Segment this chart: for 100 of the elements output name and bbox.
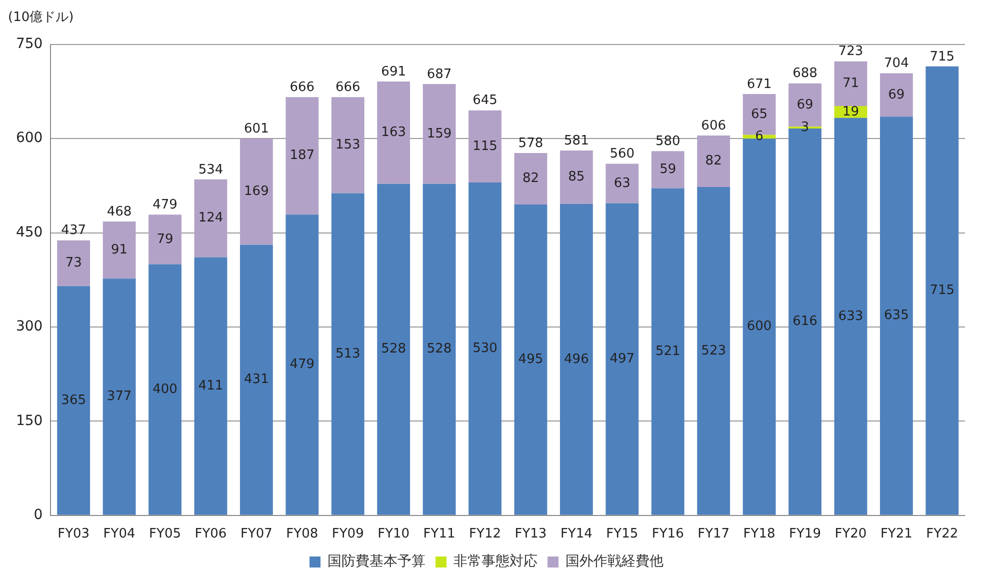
bar	[697, 135, 730, 187]
data-label: 169	[244, 184, 269, 200]
y-tick-label: 300	[16, 318, 43, 335]
bar	[286, 97, 319, 215]
bar	[651, 188, 684, 515]
data-label: 124	[198, 210, 224, 226]
data-label: 163	[381, 125, 406, 140]
data-label: 513	[335, 346, 360, 362]
data-label: 79	[156, 232, 174, 247]
data-label: 479	[290, 357, 315, 372]
bar	[422, 184, 456, 515]
bar	[468, 110, 502, 183]
total-label: 534	[198, 162, 224, 178]
bar	[697, 186, 730, 515]
bar	[331, 193, 364, 515]
total-label: 606	[701, 118, 726, 134]
total-label: 479	[152, 197, 178, 212]
x-tick-label: FY03	[58, 526, 90, 542]
data-label: 82	[705, 154, 722, 169]
bar	[606, 164, 639, 204]
data-label: 153	[335, 138, 360, 153]
data-label: 497	[610, 351, 635, 366]
data-label: 431	[244, 372, 269, 388]
data-label: 73	[65, 256, 82, 271]
data-label: 377	[106, 389, 132, 404]
x-tick-label: FY06	[194, 526, 227, 542]
data-label: 19	[842, 104, 859, 120]
bar	[468, 182, 502, 515]
total-label: 578	[518, 136, 544, 151]
x-tick-label: FY08	[286, 526, 318, 542]
bar	[194, 257, 228, 515]
data-label: 528	[381, 342, 406, 357]
data-label: 65	[751, 106, 768, 122]
x-tick-label: FY09	[332, 526, 364, 542]
bar	[148, 264, 182, 515]
bar	[560, 150, 593, 204]
x-tick-label: FY05	[149, 526, 181, 542]
data-label: 600	[746, 319, 772, 334]
bar	[377, 184, 410, 515]
x-tick-label: FY16	[652, 526, 684, 542]
bar	[286, 214, 319, 515]
data-label: 85	[568, 170, 585, 185]
y-tick-label: 0	[34, 507, 43, 524]
bar	[834, 61, 868, 106]
total-label: 645	[472, 93, 498, 108]
total-label: 437	[61, 223, 86, 238]
x-tick-label: FY11	[423, 526, 456, 542]
total-label: 671	[746, 76, 772, 92]
y-tick-label: 750	[16, 36, 43, 52]
x-tick-label: FY19	[789, 526, 821, 542]
total-label: 666	[335, 80, 360, 96]
data-label: 715	[930, 283, 955, 298]
data-label: 3	[800, 120, 810, 135]
data-label: 496	[564, 352, 589, 367]
data-label: 365	[61, 392, 86, 408]
total-label: 688	[792, 66, 818, 82]
bar	[148, 214, 182, 264]
total-label: 581	[564, 133, 589, 148]
data-label: 71	[842, 76, 859, 92]
total-label: 704	[884, 56, 909, 72]
bar	[606, 203, 639, 515]
bar	[880, 73, 913, 117]
y-tick-label: 150	[16, 412, 43, 429]
x-tick-label: FY14	[560, 526, 592, 542]
total-label: 691	[381, 64, 406, 80]
bar	[102, 278, 136, 515]
x-tick-label: FY20	[834, 526, 867, 542]
bar	[651, 151, 684, 188]
bar	[240, 244, 273, 515]
data-label: 635	[884, 308, 909, 324]
data-label: 63	[614, 176, 630, 191]
data-label: 115	[472, 138, 498, 154]
data-label: 495	[518, 352, 544, 368]
data-label: 411	[198, 378, 224, 394]
x-tick-label: FY22	[926, 526, 958, 542]
bar	[514, 204, 548, 515]
bar	[331, 97, 364, 194]
data-label: 69	[796, 97, 814, 112]
bar	[57, 286, 90, 515]
x-tick-label: FY13	[514, 526, 547, 542]
bar	[194, 179, 228, 258]
bar	[240, 138, 273, 245]
bar	[57, 240, 90, 286]
data-label: 91	[111, 242, 128, 258]
x-tick-label: FY21	[880, 526, 912, 542]
total-label: 580	[655, 134, 680, 150]
bar	[102, 221, 136, 279]
bar	[926, 66, 959, 515]
data-label: 69	[888, 87, 905, 102]
total-label: 560	[610, 146, 635, 162]
data-label: 633	[838, 308, 864, 324]
data-label: 400	[152, 382, 178, 397]
data-label: 528	[426, 342, 452, 357]
data-label: 530	[472, 341, 498, 356]
x-tick-label: FY12	[469, 526, 501, 542]
data-label: 523	[701, 343, 726, 358]
bar	[514, 153, 548, 205]
x-tick-label: FY07	[240, 526, 272, 542]
total-label: 468	[106, 204, 132, 220]
data-label: 521	[655, 344, 680, 359]
